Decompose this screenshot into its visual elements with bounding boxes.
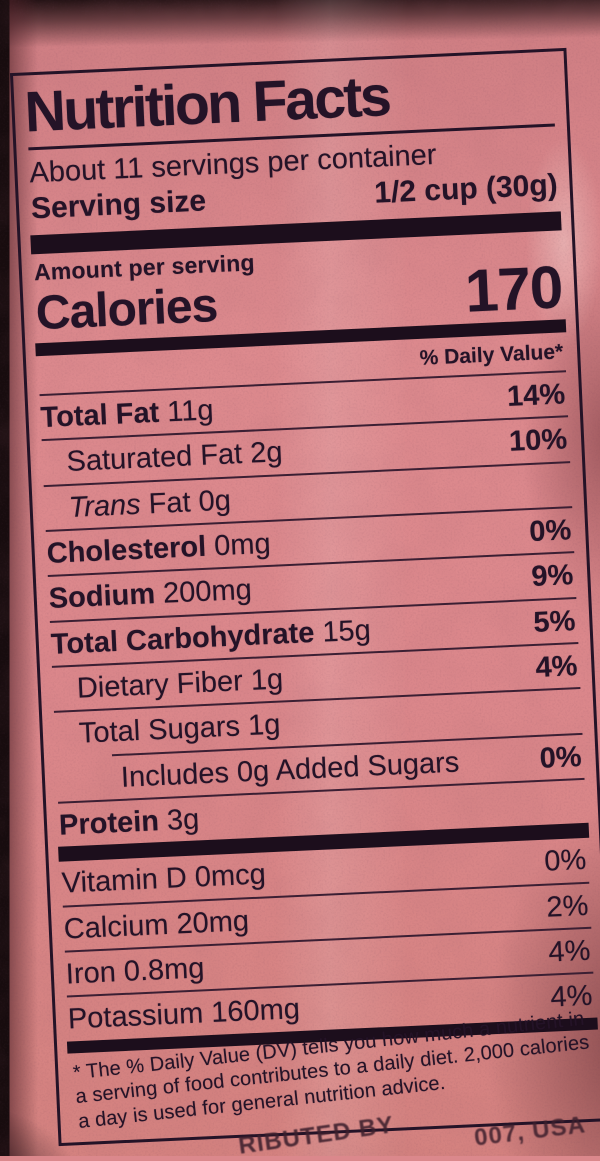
nutrient-name: Total Fat 11g <box>40 395 214 434</box>
nutrient-daily-value: 5% <box>533 606 578 639</box>
calories-value: 170 <box>464 259 564 319</box>
vitamin-rows: Vitamin D 0mcg 0% Calcium 20mg 2% Iron 0… <box>61 838 596 1041</box>
nutrient-daily-value: 2% <box>546 890 591 923</box>
nutrient-daily-value: 4% <box>548 936 593 969</box>
nutrient-name: Cholesterol 0mg <box>46 529 271 570</box>
nutrient-daily-value: 4% <box>535 651 580 684</box>
nutrient-daily-value: 14% <box>506 379 567 413</box>
nutrient-name: Protein 3g <box>58 804 200 842</box>
nutrient-name: Dietary Fiber 1g <box>76 664 284 705</box>
nutrient-name: Calcium 20mg <box>63 906 250 946</box>
serving-size-label: Serving size <box>30 185 206 227</box>
nutrition-facts-label: Nutrition Facts About 11 servings per co… <box>10 48 600 1146</box>
nutrient-daily-value: 0% <box>529 515 574 548</box>
nutrient-name: Potassium 160mg <box>67 994 300 1036</box>
nutrient-name: Trans Fat 0g <box>68 485 232 524</box>
nutrient-daily-value: 10% <box>508 425 569 459</box>
nutrient-name: Total Sugars 1g <box>78 710 281 750</box>
nutrient-daily-value: 0% <box>539 742 584 775</box>
nutrient-name: Vitamin D 0mcg <box>61 860 266 901</box>
nutrient-rows: Total Fat 11g 14% Saturated Fat 2g 10% T… <box>40 370 587 847</box>
nutrient-name: Saturated Fat 2g <box>66 438 283 479</box>
serving-size-value: 1/2 cup (30g) <box>374 169 559 212</box>
nutrient-name: Sodium 200mg <box>48 575 252 615</box>
nutrient-daily-value: 9% <box>531 560 576 593</box>
nutrient-daily-value: 0% <box>544 845 589 878</box>
nutrient-name: Iron 0.8mg <box>65 953 205 991</box>
calories-label: Calories <box>35 282 218 338</box>
